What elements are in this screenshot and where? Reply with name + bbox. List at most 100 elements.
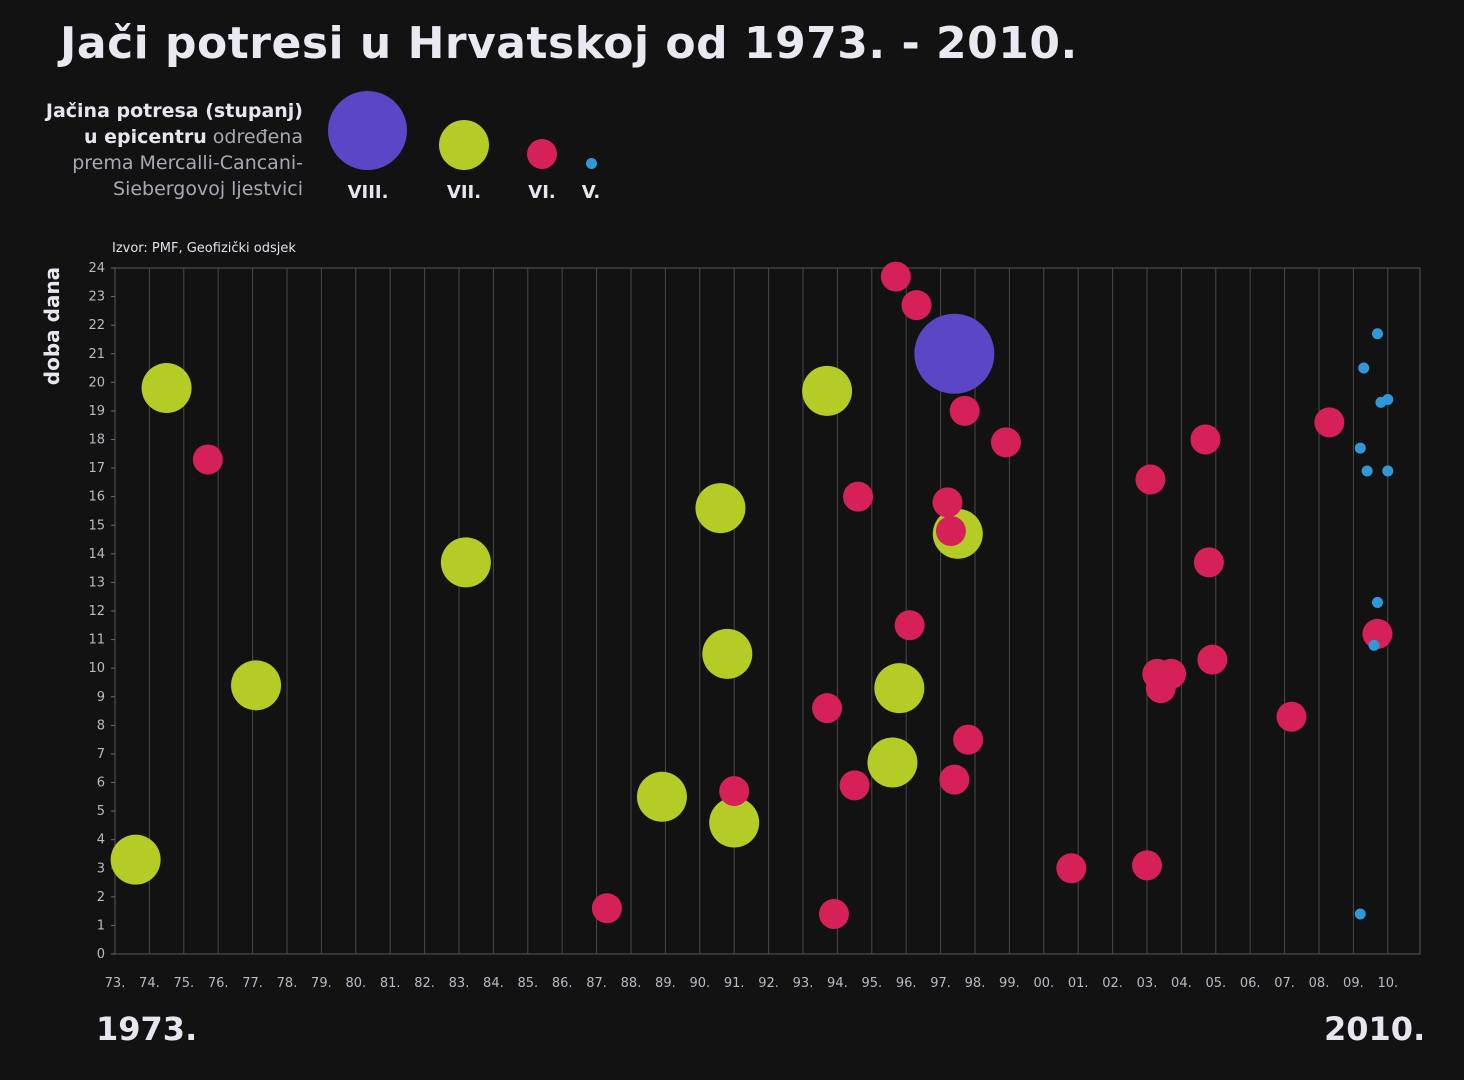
- data-point-vi: [1197, 644, 1228, 675]
- data-point-v: [1358, 362, 1370, 374]
- x-tick-label: 10.: [1377, 976, 1398, 991]
- y-tick-label: 21: [88, 347, 105, 362]
- data-point-vii: [709, 797, 760, 848]
- data-point-vi: [990, 427, 1021, 458]
- data-point-vi: [719, 776, 750, 807]
- data-point-v: [1382, 393, 1394, 405]
- data-point-vi: [932, 487, 963, 518]
- data-point-vi: [880, 261, 911, 292]
- y-tick-label: 9: [97, 690, 105, 705]
- legend-label-viii: VIII.: [347, 182, 389, 203]
- legend-text-light-2: prema Mercalli-Cancani-: [72, 152, 303, 174]
- data-point-vi: [1056, 853, 1087, 884]
- x-tick-label: 04.: [1171, 976, 1192, 991]
- data-point-v: [1361, 465, 1373, 477]
- data-point-vi: [1132, 850, 1162, 881]
- x-tick-label: 99.: [999, 976, 1020, 991]
- legend-text-light-3: Siebergovoj ljestvici: [113, 178, 303, 200]
- y-tick-label: 17: [88, 461, 105, 476]
- data-point-vi: [192, 444, 223, 475]
- data-point-viii: [914, 313, 995, 394]
- data-point-v: [1368, 639, 1380, 651]
- data-point-v: [1354, 442, 1366, 454]
- data-point-vi: [812, 693, 843, 724]
- data-point-vi: [935, 515, 966, 546]
- x-tick-label: 73.: [105, 976, 126, 991]
- x-tick-label: 84.: [483, 976, 504, 991]
- x-tick-label: 91.: [724, 976, 745, 991]
- y-tick-label: 5: [97, 804, 105, 819]
- x-tick-label: 06.: [1240, 976, 1261, 991]
- x-tick-label: 97.: [930, 976, 951, 991]
- x-tick-label: 08.: [1309, 976, 1330, 991]
- data-point-vi: [894, 610, 925, 641]
- x-tick-label: 89.: [655, 976, 676, 991]
- legend-circle-vi: [527, 139, 557, 169]
- legend-label-vii: VII.: [446, 182, 482, 203]
- y-tick-label: 18: [88, 433, 105, 448]
- y-tick-label: 6: [97, 776, 105, 791]
- x-tick-label: 85.: [517, 976, 538, 991]
- x-tick-labels: 73. 74. 75. 76. 77. 78. 79. 80. 81. 82. 83. 84. 85. 8…: [105, 976, 1398, 991]
- data-point-vi: [901, 290, 932, 321]
- data-point-v: [1382, 465, 1394, 477]
- legend-label-vi: VI.: [528, 182, 556, 203]
- data-points: [110, 261, 1394, 929]
- y-tick-label: 8: [97, 718, 105, 733]
- y-tick-label: 2: [97, 890, 105, 905]
- start-year-label: 1973.: [96, 1010, 198, 1048]
- data-point-vii: [231, 660, 282, 711]
- x-tick-label: 92.: [758, 976, 779, 991]
- data-point-vii: [636, 771, 687, 822]
- x-tick-label: 74.: [139, 976, 160, 991]
- x-tick-label: 03.: [1137, 976, 1158, 991]
- y-tick-label: 19: [88, 404, 105, 419]
- y-tick-label: 15: [88, 518, 105, 533]
- data-point-vii: [695, 483, 746, 534]
- x-tick-label: 95.: [861, 976, 882, 991]
- data-point-vii: [874, 663, 925, 714]
- x-tick-label: 83.: [449, 976, 470, 991]
- y-tick-label: 16: [88, 490, 105, 505]
- y-tick-label: 22: [88, 318, 105, 333]
- data-point-vi: [939, 764, 970, 795]
- x-tick-label: 90.: [689, 976, 710, 991]
- legend-swatch-viii: [328, 91, 407, 170]
- data-point-vii: [867, 737, 918, 788]
- x-tick-label: 79.: [311, 976, 332, 991]
- y-tick-label: 12: [88, 604, 105, 619]
- x-tick-label: 01.: [1068, 976, 1089, 991]
- x-tick-label: 93.: [793, 976, 814, 991]
- data-point-vii: [110, 834, 161, 885]
- chart-title: Jači potresi u Hrvatskoj od 1973. - 2010…: [60, 18, 1078, 69]
- x-tick-label: 88.: [621, 976, 642, 991]
- y-tick-label: 14: [88, 547, 105, 562]
- x-tick-label: 96.: [896, 976, 917, 991]
- data-point-vii: [802, 365, 853, 416]
- legend-circle-vii: [439, 120, 489, 170]
- plot-frame: [114, 267, 1421, 955]
- grid: [114, 267, 1421, 955]
- y-tick-label: 10: [88, 661, 105, 676]
- x-tick-label: 77.: [242, 976, 263, 991]
- data-point-vii: [141, 363, 192, 414]
- x-tick-label: 02.: [1102, 976, 1123, 991]
- data-point-vi: [949, 395, 980, 426]
- data-point-vi: [839, 770, 870, 801]
- x-tick-label: 09.: [1343, 976, 1364, 991]
- x-tick-label: 87.: [586, 976, 607, 991]
- x-tick-label: 82.: [414, 976, 435, 991]
- data-point-vii: [440, 537, 491, 588]
- data-point-vi: [1193, 547, 1224, 578]
- x-tick-label: 94.: [827, 976, 848, 991]
- legend-swatch-vi: [527, 139, 557, 169]
- y-tick-label: 4: [97, 833, 105, 848]
- x-tick-label: 78.: [277, 976, 298, 991]
- legend-label-v: V.: [581, 182, 601, 203]
- source-note: Izvor: PMF, Geofizički odsjek: [112, 241, 296, 256]
- legend-swatch-vii: [439, 120, 489, 170]
- data-point-vi: [1276, 701, 1307, 732]
- legend-circle-viii: [328, 91, 407, 170]
- legend-text-light-1: određena: [212, 126, 303, 148]
